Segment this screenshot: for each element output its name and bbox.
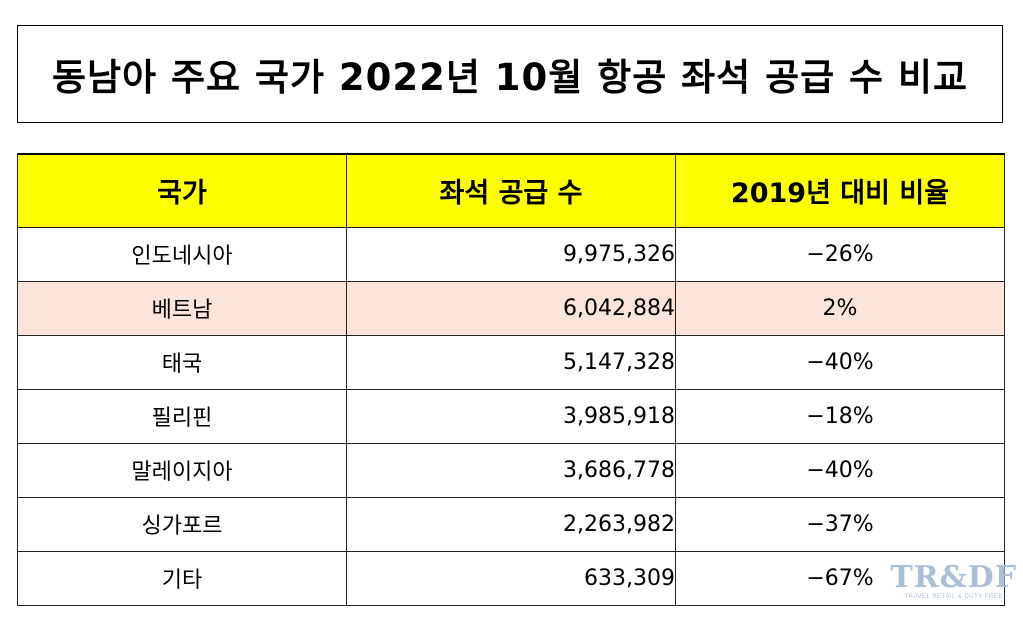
page-title: 동남아 주요 국가 2022년 10월 항공 좌석 공급 수 비교 bbox=[51, 56, 969, 99]
cell-ratio: −40% bbox=[675, 334, 1005, 390]
cell-ratio: −40% bbox=[675, 442, 1005, 498]
title-box: 동남아 주요 국가 2022년 10월 항공 좌석 공급 수 비교 bbox=[17, 25, 1003, 123]
table-row: 인도네시아 9,975,326 −26% bbox=[17, 226, 1005, 282]
cell-ratio: 2% bbox=[675, 280, 1005, 336]
table-row: 태국 5,147,328 −40% bbox=[17, 334, 1005, 390]
cell-seats: 9,975,326 bbox=[346, 226, 676, 282]
cell-ratio: −26% bbox=[675, 226, 1005, 282]
table-row-highlighted: 베트남 6,042,884 2% bbox=[17, 280, 1005, 336]
table-row: 기타 633,309 −67% bbox=[17, 550, 1005, 606]
table-header-row: 국가 좌석 공급 수 2019년 대비 비율 bbox=[17, 153, 1005, 228]
seat-supply-table: 국가 좌석 공급 수 2019년 대비 비율 인도네시아 9,975,326 −… bbox=[17, 153, 1005, 606]
table-row: 싱가포르 2,263,982 −37% bbox=[17, 496, 1005, 552]
cell-seats: 5,147,328 bbox=[346, 334, 676, 390]
cell-country: 베트남 bbox=[17, 280, 347, 336]
cell-country: 기타 bbox=[17, 550, 347, 606]
header-seats: 좌석 공급 수 bbox=[346, 153, 676, 228]
cell-country: 인도네시아 bbox=[17, 226, 347, 282]
cell-ratio: −37% bbox=[675, 496, 1005, 552]
watermark-tagline: TRAVEL RETAIL & DUTY FREE bbox=[904, 594, 1003, 600]
header-country: 국가 bbox=[17, 153, 347, 228]
header-ratio: 2019년 대비 비율 bbox=[675, 153, 1005, 228]
cell-country: 필리핀 bbox=[17, 388, 347, 444]
cell-seats: 6,042,884 bbox=[346, 280, 676, 336]
cell-seats: 2,263,982 bbox=[346, 496, 676, 552]
watermark-logo-text: TR&DF bbox=[890, 560, 1017, 595]
table-row: 필리핀 3,985,918 −18% bbox=[17, 388, 1005, 444]
cell-country: 태국 bbox=[17, 334, 347, 390]
trdf-watermark-logo: TR&DF TRAVEL RETAIL & DUTY FREE bbox=[890, 563, 1017, 601]
cell-country: 싱가포르 bbox=[17, 496, 347, 552]
cell-seats: 3,686,778 bbox=[346, 442, 676, 498]
cell-ratio: −67% bbox=[675, 550, 1005, 606]
cell-seats: 633,309 bbox=[346, 550, 676, 606]
table-row: 말레이지아 3,686,778 −40% bbox=[17, 442, 1005, 498]
cell-country: 말레이지아 bbox=[17, 442, 347, 498]
cell-seats: 3,985,918 bbox=[346, 388, 676, 444]
cell-ratio: −18% bbox=[675, 388, 1005, 444]
